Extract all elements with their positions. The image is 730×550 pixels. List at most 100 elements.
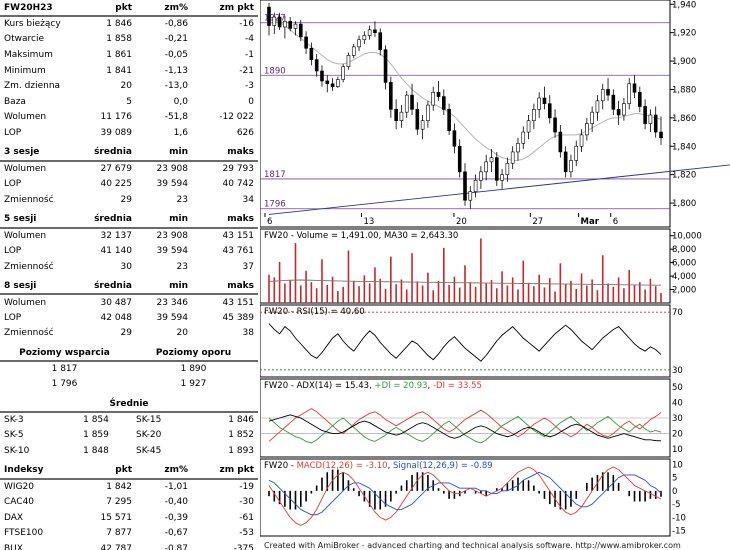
session-row: Zmienność 29 23 34: [0, 192, 258, 208]
session-row: LOP 42 048 39 594 45 389: [0, 310, 258, 326]
quote-symbol: FW20H23: [0, 0, 78, 17]
quote-label: Maksimum: [4, 49, 53, 60]
average-value: 1 848: [83, 445, 109, 456]
candle-body: [638, 92, 642, 107]
macd-line: [268, 466, 662, 526]
session-header-min: min: [136, 144, 192, 162]
adx-tick-label: 10: [672, 445, 683, 455]
level-label: 1890: [264, 66, 286, 76]
candle-body: [505, 163, 510, 175]
index-change-pts: -19: [239, 481, 254, 492]
quote-row: Maksimum 1 861 -0,05 -1: [0, 47, 258, 63]
quote-change-pts: -16: [239, 19, 254, 30]
date-tick-label: 20: [456, 217, 467, 227]
average-value: 1 859: [83, 430, 109, 441]
session-min: 20: [176, 328, 188, 339]
quote-row: Kurs bieżący 1 846 -0,86 -16: [0, 16, 258, 32]
average-label: SK-5: [4, 430, 24, 441]
candle-body: [611, 94, 616, 110]
support-title: Poziomy wsparcia: [0, 345, 129, 363]
candle-body: [373, 29, 377, 33]
support-level: 1 817: [51, 364, 78, 375]
sessions-stats: 3 sesje średnia min maks Wolumen 27 679 23 908…: [0, 144, 258, 345]
index-change-pct: -1,01: [164, 481, 188, 492]
macd-label-signal: Signal(12,26,9) = -0.89: [393, 461, 493, 471]
candle-body: [532, 109, 536, 121]
price-tick-label: 1,800: [672, 199, 696, 209]
adx-tick-label: 30: [672, 414, 683, 424]
quote-row: Minimum 1 841 -1,13 -21: [0, 63, 258, 79]
candle-body: [309, 47, 314, 60]
index-change-pct: -0,67: [164, 528, 188, 539]
session-row: Zmienność 29 20 38: [0, 326, 258, 342]
quote-change-pts: -21: [239, 65, 254, 76]
adx-line: [268, 414, 662, 442]
index-change-pct: -0,87: [164, 543, 188, 550]
session-min: 39 594: [156, 245, 189, 256]
candle-body: [463, 171, 467, 201]
candle-body: [420, 120, 425, 130]
session-avg: 32 137: [100, 230, 133, 241]
session-title: 5 sesji: [0, 211, 78, 229]
quote-header-row: FW20H23 pkt zm% zm pkt: [0, 0, 258, 17]
quote-row: Wolumen 11 176 -51,8 -12 022: [0, 110, 258, 126]
index-change-pts: -375: [233, 543, 254, 550]
levels-header-row: Poziomy wsparcia Poziomy oporu: [0, 345, 258, 363]
session-label: LOP: [4, 312, 22, 323]
session-title: 3 sesje: [0, 144, 78, 162]
average-value: 1 893: [228, 445, 255, 456]
adx-mdi-line: [268, 408, 662, 442]
candle-body: [473, 180, 478, 192]
candle-body: [494, 157, 499, 181]
candle-body: [452, 130, 457, 147]
quote-change-pts: 626: [236, 127, 254, 138]
candle-body: [293, 23, 298, 29]
session-table: 3 sesje średnia min maks Wolumen 27 679 23 908…: [0, 144, 258, 208]
amibroker-credit: Created with AmiBroker - advanced charti…: [264, 541, 681, 550]
candle-body: [606, 89, 610, 96]
candle-body: [590, 111, 594, 124]
session-label: Zmienność: [4, 328, 54, 339]
averages-title-row: Średnie: [0, 396, 258, 413]
adx-pdi-line: [268, 415, 662, 444]
index-change-pts: -61: [239, 512, 254, 523]
session-max: 38: [242, 328, 254, 339]
price-tick-label: 1,840: [672, 142, 696, 152]
session-header-row: 8 sesji średnia min maks: [0, 278, 258, 296]
session-avg: 30 487: [100, 297, 133, 308]
session-min: 23: [176, 261, 188, 272]
average-row: SK-3 1 854 SK-15 1 846: [0, 412, 258, 428]
level-label: 1796: [264, 200, 286, 210]
candle-body: [574, 145, 579, 161]
level-label: 1817: [264, 170, 286, 180]
price-tick-label: 1,900: [672, 57, 696, 67]
candle-body: [479, 171, 483, 181]
quote-change-pct: -0,21: [164, 34, 188, 45]
volume-label: FW20 - Volume = 1,491.00, MA30 = 2,643.3…: [264, 231, 458, 241]
candle-body: [600, 89, 605, 102]
session-header-row: 5 sesji średnia min maks: [0, 211, 258, 229]
session-label: Zmienność: [4, 194, 54, 205]
candle-body: [521, 131, 526, 144]
macd-tick-label: 0: [672, 487, 677, 497]
average-label: SK-3: [4, 415, 24, 426]
charts-svg: 1,940 1,920 1,900 1,880 1,860 1,840 1,820 1,800…: [259, 0, 730, 537]
candle-body: [595, 100, 600, 113]
adx-label-pdi: +DI = 20.93: [374, 381, 427, 391]
index-value: 15 571: [100, 512, 133, 523]
session-row: Wolumen 27 679 23 908 29 793: [0, 161, 258, 177]
levels-row: 1 817 1 890: [0, 361, 258, 377]
candle-body: [526, 120, 531, 133]
adx-label-prefix: FW20 - ADX(14) = 15.43,: [264, 381, 374, 391]
average-value: 1 852: [228, 430, 255, 441]
index-value: 7 877: [106, 528, 132, 539]
candle-body: [325, 80, 330, 85]
candle-body: [547, 103, 552, 119]
candle-body: [510, 151, 515, 164]
candle-body: [288, 20, 292, 29]
quote-value: 1 861: [106, 49, 132, 60]
index-row: BUX 42 787 -0,87 -375: [0, 541, 258, 550]
quote-value: 1 846: [106, 19, 132, 30]
candle-body: [569, 160, 573, 173]
session-row: LOP 41 140 39 594 43 761: [0, 243, 258, 259]
